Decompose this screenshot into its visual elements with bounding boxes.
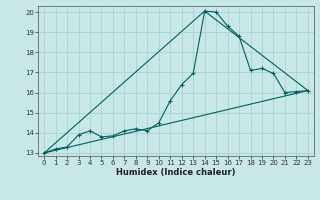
X-axis label: Humidex (Indice chaleur): Humidex (Indice chaleur) (116, 168, 236, 177)
